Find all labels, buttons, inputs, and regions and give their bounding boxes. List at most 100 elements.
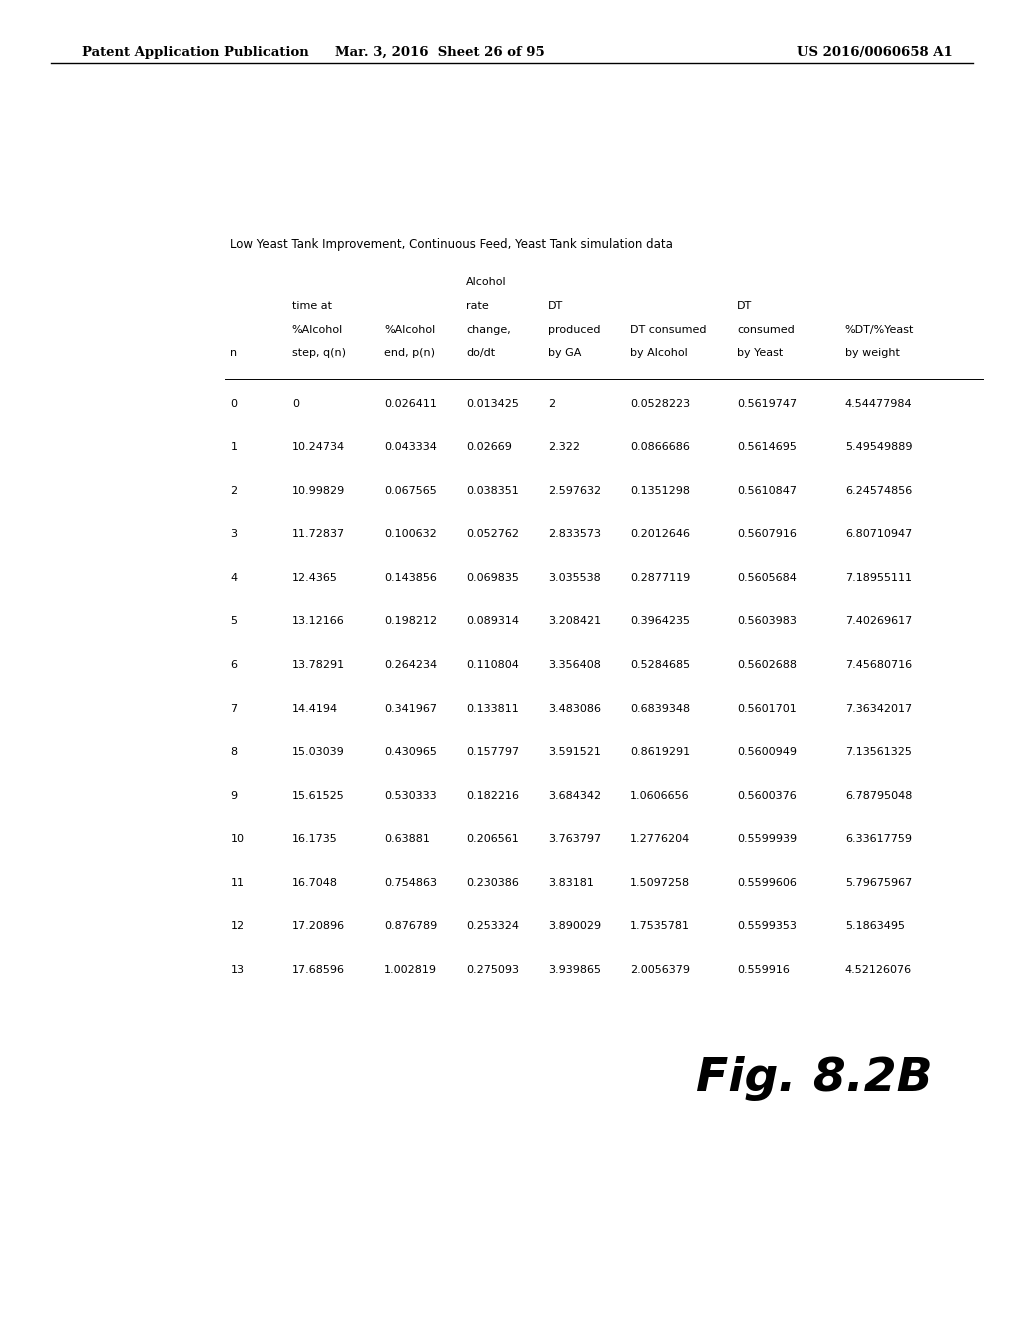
Text: %DT/%Yeast: %DT/%Yeast	[845, 325, 914, 335]
Text: 0.5284685: 0.5284685	[630, 660, 690, 671]
Text: 0.230386: 0.230386	[466, 878, 519, 888]
Text: 0.067565: 0.067565	[384, 486, 437, 496]
Text: 0.013425: 0.013425	[466, 399, 519, 409]
Text: 0.6839348: 0.6839348	[630, 704, 690, 714]
Text: 11: 11	[230, 878, 245, 888]
Text: 0.8619291: 0.8619291	[630, 747, 690, 758]
Text: 6.80710947: 6.80710947	[845, 529, 912, 540]
Text: 0.5599939: 0.5599939	[737, 834, 798, 845]
Text: 0.2877119: 0.2877119	[630, 573, 690, 583]
Text: DT: DT	[548, 301, 563, 312]
Text: 0.198212: 0.198212	[384, 616, 437, 627]
Text: 2.597632: 2.597632	[548, 486, 601, 496]
Text: 0.559916: 0.559916	[737, 965, 791, 975]
Text: 0.133811: 0.133811	[466, 704, 519, 714]
Text: 4.52126076: 4.52126076	[845, 965, 912, 975]
Text: 0.5600949: 0.5600949	[737, 747, 798, 758]
Text: 0.157797: 0.157797	[466, 747, 519, 758]
Text: 2.0056379: 2.0056379	[630, 965, 690, 975]
Text: 2: 2	[548, 399, 555, 409]
Text: Alcohol: Alcohol	[466, 277, 507, 288]
Text: 7.45680716: 7.45680716	[845, 660, 912, 671]
Text: 13.78291: 13.78291	[292, 660, 345, 671]
Text: by GA: by GA	[548, 348, 582, 359]
Text: 0.5619747: 0.5619747	[737, 399, 798, 409]
Text: DT consumed: DT consumed	[630, 325, 707, 335]
Text: 6.33617759: 6.33617759	[845, 834, 911, 845]
Text: by weight: by weight	[845, 348, 900, 359]
Text: 9: 9	[230, 791, 238, 801]
Text: 3.591521: 3.591521	[548, 747, 601, 758]
Text: 1.2776204: 1.2776204	[630, 834, 690, 845]
Text: 12: 12	[230, 921, 245, 932]
Text: 1.0606656: 1.0606656	[630, 791, 689, 801]
Text: US 2016/0060658 A1: US 2016/0060658 A1	[797, 46, 952, 59]
Text: do/dt: do/dt	[466, 348, 495, 359]
Text: 0.5599353: 0.5599353	[737, 921, 797, 932]
Text: 3.356408: 3.356408	[548, 660, 601, 671]
Text: 3.483086: 3.483086	[548, 704, 601, 714]
Text: 0.1351298: 0.1351298	[630, 486, 690, 496]
Text: change,: change,	[466, 325, 511, 335]
Text: time at: time at	[292, 301, 332, 312]
Text: end, p(n): end, p(n)	[384, 348, 435, 359]
Text: 0.5599606: 0.5599606	[737, 878, 797, 888]
Text: 0.026411: 0.026411	[384, 399, 437, 409]
Text: 0.63881: 0.63881	[384, 834, 430, 845]
Text: 0.430965: 0.430965	[384, 747, 437, 758]
Text: 3.684342: 3.684342	[548, 791, 601, 801]
Text: 7.40269617: 7.40269617	[845, 616, 912, 627]
Text: 5.79675967: 5.79675967	[845, 878, 912, 888]
Text: 0.02669: 0.02669	[466, 442, 512, 453]
Text: 0.5607916: 0.5607916	[737, 529, 797, 540]
Text: 0.754863: 0.754863	[384, 878, 437, 888]
Text: 17.20896: 17.20896	[292, 921, 345, 932]
Text: by Alcohol: by Alcohol	[630, 348, 687, 359]
Text: 13.12166: 13.12166	[292, 616, 345, 627]
Text: 1.5097258: 1.5097258	[630, 878, 690, 888]
Text: 11.72837: 11.72837	[292, 529, 345, 540]
Text: 4: 4	[230, 573, 238, 583]
Text: 0: 0	[292, 399, 299, 409]
Text: 10: 10	[230, 834, 245, 845]
Text: 0.052762: 0.052762	[466, 529, 519, 540]
Text: 3.890029: 3.890029	[548, 921, 601, 932]
Text: 7.13561325: 7.13561325	[845, 747, 911, 758]
Text: 12.4365: 12.4365	[292, 573, 338, 583]
Text: 0.5610847: 0.5610847	[737, 486, 798, 496]
Text: 15.61525: 15.61525	[292, 791, 345, 801]
Text: 14.4194: 14.4194	[292, 704, 338, 714]
Text: 0.0866686: 0.0866686	[630, 442, 689, 453]
Text: 0.264234: 0.264234	[384, 660, 437, 671]
Text: 0.038351: 0.038351	[466, 486, 519, 496]
Text: 7.36342017: 7.36342017	[845, 704, 912, 714]
Text: 5.49549889: 5.49549889	[845, 442, 912, 453]
Text: consumed: consumed	[737, 325, 795, 335]
Text: 16.1735: 16.1735	[292, 834, 338, 845]
Text: 0.069835: 0.069835	[466, 573, 519, 583]
Text: 17.68596: 17.68596	[292, 965, 345, 975]
Text: n: n	[230, 348, 238, 359]
Text: 7.18955111: 7.18955111	[845, 573, 911, 583]
Text: 0.5605684: 0.5605684	[737, 573, 797, 583]
Text: 0.043334: 0.043334	[384, 442, 437, 453]
Text: 2: 2	[230, 486, 238, 496]
Text: Mar. 3, 2016  Sheet 26 of 95: Mar. 3, 2016 Sheet 26 of 95	[336, 46, 545, 59]
Text: 0.5600376: 0.5600376	[737, 791, 797, 801]
Text: 0.275093: 0.275093	[466, 965, 519, 975]
Text: 1: 1	[230, 442, 238, 453]
Text: 6: 6	[230, 660, 238, 671]
Text: Low Yeast Tank Improvement, Continuous Feed, Yeast Tank simulation data: Low Yeast Tank Improvement, Continuous F…	[230, 238, 673, 251]
Text: 0.3964235: 0.3964235	[630, 616, 690, 627]
Text: 0.5603983: 0.5603983	[737, 616, 797, 627]
Text: 0.206561: 0.206561	[466, 834, 519, 845]
Text: 4.54477984: 4.54477984	[845, 399, 912, 409]
Text: 0.100632: 0.100632	[384, 529, 437, 540]
Text: 3.83181: 3.83181	[548, 878, 594, 888]
Text: 1.002819: 1.002819	[384, 965, 437, 975]
Text: 0.530333: 0.530333	[384, 791, 436, 801]
Text: 0.876789: 0.876789	[384, 921, 437, 932]
Text: 5: 5	[230, 616, 238, 627]
Text: 0.2012646: 0.2012646	[630, 529, 690, 540]
Text: by Yeast: by Yeast	[737, 348, 783, 359]
